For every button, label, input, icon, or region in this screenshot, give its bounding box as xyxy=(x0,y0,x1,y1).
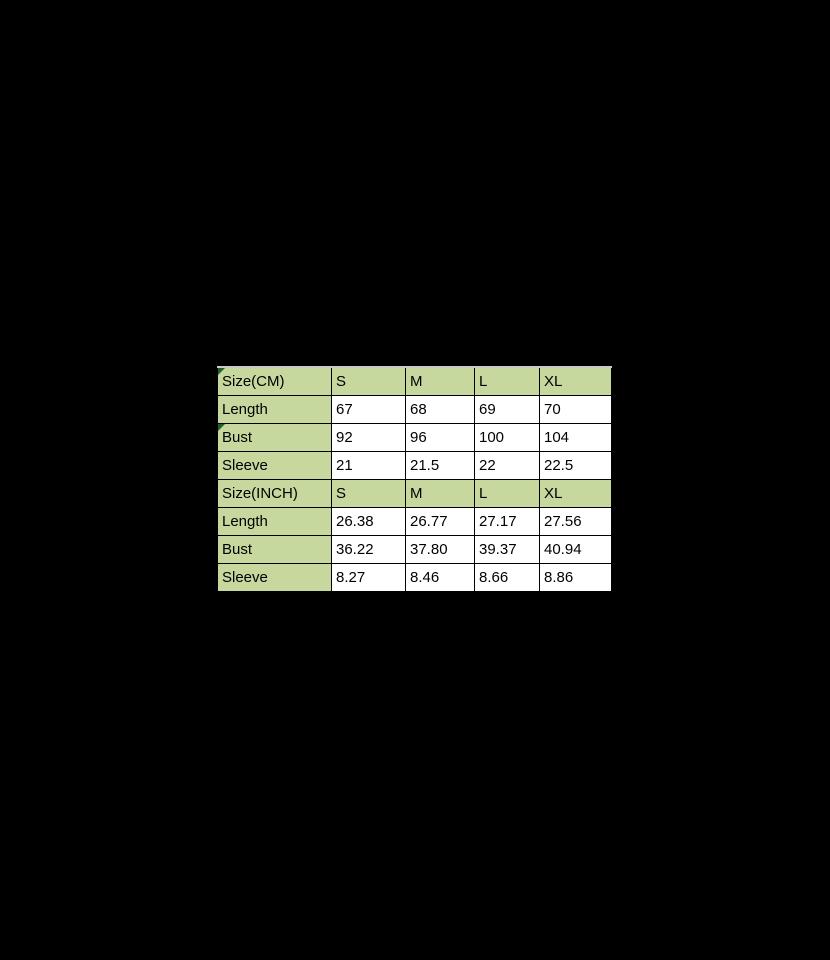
row-label: Sleeve xyxy=(222,457,268,474)
value-cell: 68 xyxy=(405,395,475,424)
value-cell: 67 xyxy=(331,395,406,424)
cell-value: 100 xyxy=(479,429,505,446)
cell-value: 92 xyxy=(336,429,353,446)
cell-value: S xyxy=(336,373,347,390)
cell-value: 26.77 xyxy=(410,513,448,530)
row-label-cell: Sleeve xyxy=(217,563,332,593)
value-cell: 40.94 xyxy=(539,535,612,564)
cell-value: M xyxy=(410,485,423,502)
table-row-length-inch: Length 26.38 26.77 27.17 27.56 xyxy=(217,507,612,536)
row-label-cell: Bust xyxy=(217,535,332,564)
table-row-bust-inch: Bust 36.22 37.80 39.37 40.94 xyxy=(217,535,612,564)
value-cell: M xyxy=(405,479,475,508)
cell-value: 8.27 xyxy=(336,569,366,586)
cell-value: 8.66 xyxy=(479,569,509,586)
value-cell: 92 xyxy=(331,423,406,452)
cell-value: XL xyxy=(544,373,563,390)
value-cell: 39.37 xyxy=(474,535,540,564)
cell-value: 104 xyxy=(544,429,570,446)
row-label-cell: Length xyxy=(217,507,332,536)
value-cell: 22.5 xyxy=(539,451,612,480)
value-cell: 100 xyxy=(474,423,540,452)
value-cell: L xyxy=(474,366,540,396)
cell-value: 21.5 xyxy=(410,457,440,474)
value-cell: 8.27 xyxy=(331,563,406,593)
value-cell: S xyxy=(331,366,406,396)
row-label: Sleeve xyxy=(222,569,268,586)
cell-value: 96 xyxy=(410,429,427,446)
row-label-cell: Size(INCH) xyxy=(217,479,332,508)
cell-value: S xyxy=(336,485,347,502)
value-cell: S xyxy=(331,479,406,508)
row-label: Size(CM) xyxy=(222,373,285,390)
cell-value: 67 xyxy=(336,401,353,418)
table-row-size-cm: Size(CM) S M L XL xyxy=(217,366,612,396)
row-label: Size(INCH) xyxy=(222,485,298,502)
row-label: Length xyxy=(222,513,268,530)
value-cell: 69 xyxy=(474,395,540,424)
table-row-sleeve-cm: Sleeve 21 21.5 22 22.5 xyxy=(217,451,612,480)
value-cell: 21 xyxy=(331,451,406,480)
cell-value: 37.80 xyxy=(410,541,448,558)
value-cell: 104 xyxy=(539,423,612,452)
value-cell: 8.66 xyxy=(474,563,540,593)
cell-value: XL xyxy=(544,485,563,502)
cell-value: 70 xyxy=(544,401,561,418)
table-row-length-cm: Length 67 68 69 70 xyxy=(217,395,612,424)
value-cell: 26.38 xyxy=(331,507,406,536)
value-cell: M xyxy=(405,366,475,396)
value-cell: 8.86 xyxy=(539,563,612,593)
cell-value: 26.38 xyxy=(336,513,374,530)
row-label: Length xyxy=(222,401,268,418)
table-row-size-inch: Size(INCH) S M L XL xyxy=(217,479,612,508)
value-cell: 22 xyxy=(474,451,540,480)
value-cell: 27.17 xyxy=(474,507,540,536)
cell-value: 27.56 xyxy=(544,513,582,530)
value-cell: XL xyxy=(539,479,612,508)
value-cell: 26.77 xyxy=(405,507,475,536)
cell-value: 27.17 xyxy=(479,513,517,530)
cell-value: 68 xyxy=(410,401,427,418)
table-row-bust-cm: Bust 92 96 100 104 xyxy=(217,423,612,452)
row-label: Bust xyxy=(222,541,253,558)
value-cell: 8.46 xyxy=(405,563,475,593)
value-cell: 27.56 xyxy=(539,507,612,536)
row-label-cell: Sleeve xyxy=(217,451,332,480)
row-label: Bust xyxy=(222,429,253,446)
row-label-cell: Bust xyxy=(217,423,332,452)
row-label-cell: Size(CM) xyxy=(217,366,332,396)
cell-value: 8.86 xyxy=(544,569,574,586)
cell-value: 8.46 xyxy=(410,569,440,586)
cell-value: 39.37 xyxy=(479,541,517,558)
value-cell: 96 xyxy=(405,423,475,452)
cell-value: 22.5 xyxy=(544,457,574,474)
value-cell: XL xyxy=(539,366,612,396)
value-cell: 36.22 xyxy=(331,535,406,564)
cell-value: 21 xyxy=(336,457,353,474)
cell-value: 36.22 xyxy=(336,541,374,558)
cell-value: M xyxy=(410,373,423,390)
size-chart-table: Size(CM) S M L XL Length 67 68 69 70 Bus… xyxy=(217,366,612,593)
cell-value: 69 xyxy=(479,401,496,418)
cell-value: 40.94 xyxy=(544,541,582,558)
cell-value: L xyxy=(479,485,488,502)
value-cell: 37.80 xyxy=(405,535,475,564)
value-cell: L xyxy=(474,479,540,508)
table-row-sleeve-inch: Sleeve 8.27 8.46 8.66 8.86 xyxy=(217,563,612,593)
value-cell: 21.5 xyxy=(405,451,475,480)
value-cell: 70 xyxy=(539,395,612,424)
cell-value: L xyxy=(479,373,488,390)
cell-value: 22 xyxy=(479,457,496,474)
row-label-cell: Length xyxy=(217,395,332,424)
